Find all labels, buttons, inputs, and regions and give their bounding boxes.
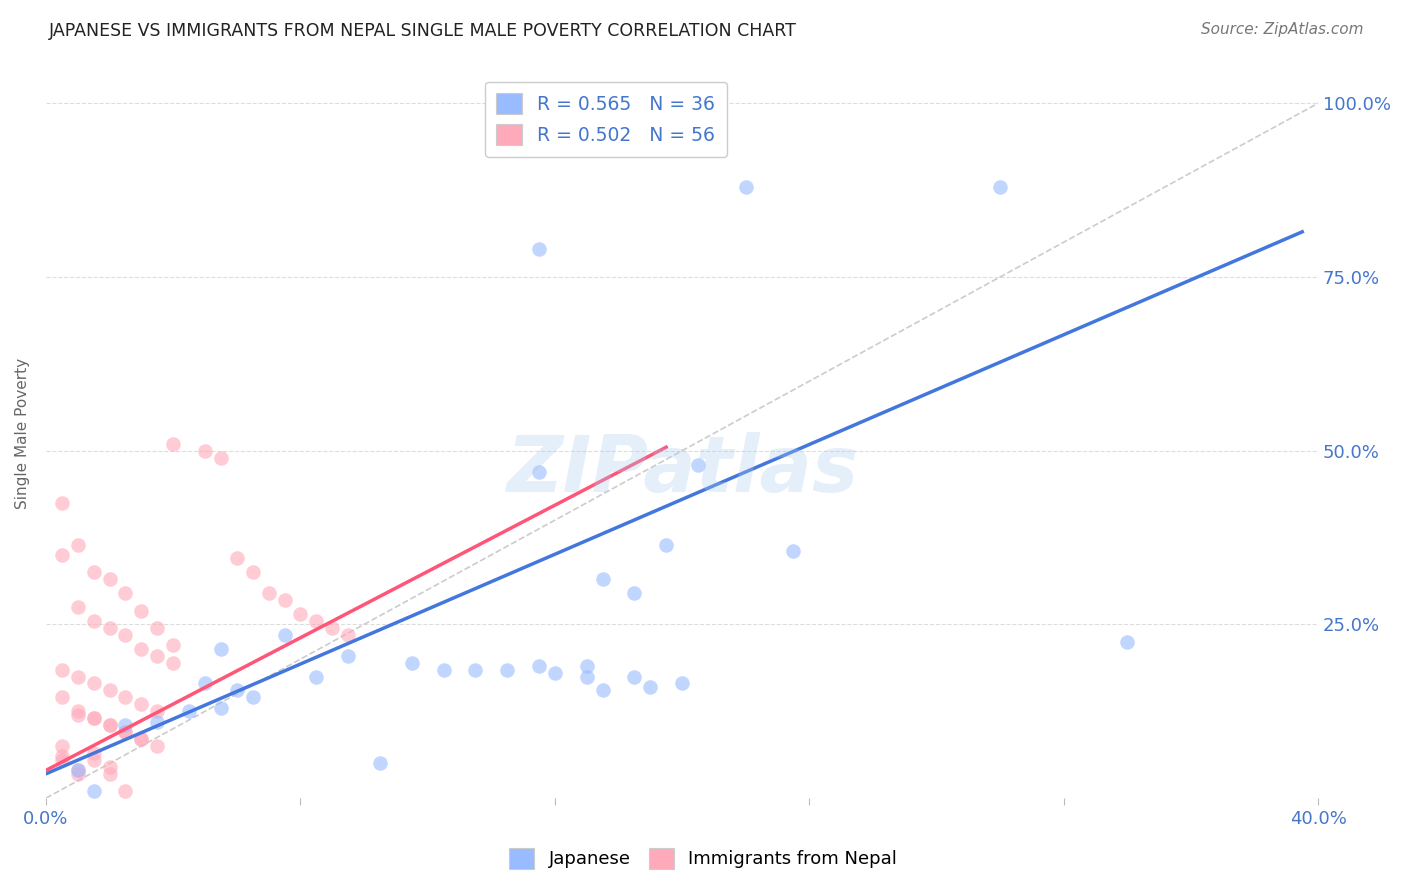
Point [131,732,153,747]
Point [131,732,153,747]
Point [98,718,121,732]
Point [51,690,73,705]
Point [686,458,709,472]
Point [273,593,295,607]
Point [114,586,136,600]
Point [527,465,550,479]
Point [177,704,200,718]
Point [527,242,550,256]
Point [66,600,89,615]
Point [66,669,89,683]
Point [66,764,89,778]
Point [146,621,169,635]
Point [575,659,598,673]
Point [83,711,105,725]
Point [131,698,153,712]
Point [432,663,454,677]
Point [337,628,360,642]
Point [162,436,184,450]
Y-axis label: Single Male Poverty: Single Male Poverty [15,358,30,509]
Point [321,621,343,635]
Point [66,704,89,718]
Point [305,614,328,628]
Point [209,450,232,465]
Point [146,648,169,663]
Point [209,700,232,714]
Text: Source: ZipAtlas.com: Source: ZipAtlas.com [1201,22,1364,37]
Point [83,784,105,798]
Point [66,764,89,778]
Point [51,663,73,677]
Point [337,648,360,663]
Point [98,767,121,781]
Point [225,551,247,566]
Point [83,753,105,767]
Point [114,690,136,705]
Point [242,566,264,580]
Point [131,641,153,656]
Legend: R = 0.565   N = 36, R = 0.502   N = 56: R = 0.565 N = 36, R = 0.502 N = 56 [485,81,727,157]
Point [98,718,121,732]
Point [131,603,153,617]
Point [83,676,105,690]
Point [638,680,661,694]
Point [368,756,391,771]
Point [83,746,105,760]
Point [146,739,169,753]
Point [655,537,678,551]
Point [66,767,89,781]
Point [114,718,136,732]
Text: JAPANESE VS IMMIGRANTS FROM NEPAL SINGLE MALE POVERTY CORRELATION CHART: JAPANESE VS IMMIGRANTS FROM NEPAL SINGLE… [49,22,797,40]
Point [225,683,247,698]
Point [575,669,598,683]
Point [988,179,1011,194]
Point [544,666,567,681]
Point [162,656,184,670]
Point [83,614,105,628]
Point [273,628,295,642]
Point [209,641,232,656]
Point [98,572,121,586]
Point [114,784,136,798]
Point [162,638,184,652]
Point [146,714,169,729]
Point [623,669,645,683]
Point [66,707,89,722]
Point [51,739,73,753]
Point [98,760,121,774]
Point [734,179,756,194]
Point [51,496,73,510]
Point [51,749,73,764]
Point [290,607,312,621]
Point [305,669,328,683]
Text: ZIPatlas: ZIPatlas [506,432,858,508]
Point [98,683,121,698]
Point [146,704,169,718]
Point [114,628,136,642]
Point [1116,634,1139,648]
Point [194,676,217,690]
Legend: Japanese, Immigrants from Nepal: Japanese, Immigrants from Nepal [502,840,904,876]
Point [671,676,693,690]
Point [527,659,550,673]
Point [114,725,136,739]
Point [51,753,73,767]
Point [83,711,105,725]
Point [464,663,486,677]
Point [401,656,423,670]
Point [51,548,73,562]
Point [194,443,217,458]
Point [114,725,136,739]
Point [592,683,614,698]
Point [496,663,519,677]
Point [242,690,264,705]
Point [66,537,89,551]
Point [592,572,614,586]
Point [257,586,280,600]
Point [83,566,105,580]
Point [782,544,804,558]
Point [98,621,121,635]
Point [623,586,645,600]
